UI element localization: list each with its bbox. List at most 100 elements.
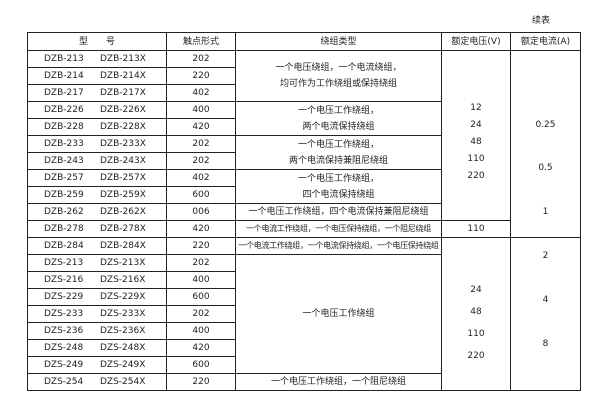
table-row: DZB-217 DZB-217X 402 (27, 84, 581, 102)
model-x: DZS-254X (100, 377, 146, 387)
table-row: DZS-233 DZS-233X 202 (27, 305, 581, 323)
contact-cell: 202 (166, 254, 236, 272)
model: DZB-284 (44, 241, 84, 251)
header-contact: 触点形式 (166, 32, 236, 51)
model: DZB-228 (44, 122, 84, 132)
model: DZB-217 (44, 88, 84, 98)
model: DZB-233 (44, 139, 84, 149)
winding-type-line: 两个电流保持兼阻尼绕组 (288, 155, 388, 166)
model-x: DZS-233X (100, 309, 146, 319)
model-cell: DZB-213 DZB-213X (27, 50, 167, 68)
current-value: 0.25 (535, 120, 556, 130)
contact-cell: 402 (166, 84, 236, 102)
contact-cell: 202 (166, 50, 236, 68)
current-value: 1 (542, 207, 549, 217)
model: DZB-214 (44, 71, 84, 81)
model-cell: DZB-228 DZB-228X (27, 118, 167, 136)
model-x: DZS-249X (100, 360, 146, 370)
voltage-value: 110 (467, 329, 485, 339)
model-cell: DZS-236 DZS-236X (27, 322, 167, 340)
model-x: DZB-214X (100, 71, 146, 81)
model-cell: DZB-284 DZB-284X (27, 237, 167, 255)
model: DZS-229 (44, 292, 84, 302)
model-x: DZB-228X (100, 122, 146, 132)
voltage-value: 220 (467, 351, 485, 361)
model: DZB-243 (44, 156, 84, 166)
voltage-cell: 24 48 110 220 (441, 237, 511, 391)
table-row: DZS-213 DZS-213X 202 一个电压工作绕组 (27, 254, 581, 374)
contact-cell: 202 (166, 152, 236, 170)
winding-type-cell: 一个电压工作绕组， 两个电流保持绕组 (235, 101, 442, 136)
model: DZB-262 (44, 207, 84, 217)
voltage-value: 48 (470, 137, 482, 147)
contact-cell: 006 (166, 203, 236, 221)
winding-type-line: 一个电压工作绕组， (297, 139, 379, 150)
model-cell: DZB-226 DZB-226X (27, 101, 167, 119)
header-voltage: 额定电压(V) (441, 32, 511, 51)
model-cell: DZB-278 DZB-278X (27, 220, 167, 238)
table-row: DZB-284 DZB-284X 220 一个电流工作绕组，一个电流保持绕组，一个电压… (27, 237, 581, 391)
voltage-value: 48 (470, 307, 482, 317)
current-value: 2 (542, 251, 549, 261)
winding-type-cell: 一个电流工作绕组，一个电流保持绕组，一个电压保持绕组 (235, 237, 442, 255)
model-x: DZB-226X (100, 105, 146, 115)
table-row: DZS-236 DZS-236X 400 (27, 322, 581, 340)
winding-type-line: 一个电流工作绕组，一个电流保持绕组，一个电压保持绕组 (238, 241, 439, 250)
model-x: DZB-259X (100, 190, 146, 200)
winding-type-cell: 一个电压工作绕组，一个阻尼绕组 (235, 373, 442, 391)
model-cell: DZS-249 DZS-249X (27, 356, 167, 374)
voltage-value: 24 (470, 285, 482, 295)
winding-type-line: 一个电压工作绕组， (297, 105, 379, 116)
contact-cell: 420 (166, 339, 236, 357)
winding-type-line: 一个电压工作绕组，一个阻尼绕组 (270, 377, 406, 387)
winding-type-cell: 一个电压绕组，一个电流绕组， 均可作为工作绕组或保持绕组 (235, 50, 442, 102)
model: DZS-248 (44, 343, 84, 353)
winding-type-line: 一个电压工作绕组 (302, 309, 375, 319)
winding-type-line: 均可作为工作绕组或保持绕组 (279, 79, 397, 89)
model-x: DZS-236X (100, 326, 146, 336)
contact-cell: 600 (166, 288, 236, 306)
model-cell: DZS-213 DZS-213X (27, 254, 167, 272)
model: DZS-236 (44, 326, 84, 336)
model-x: DZB-257X (100, 173, 146, 183)
table-row: DZS-248 DZS-248X 420 (27, 339, 581, 357)
model-x: DZB-213X (100, 54, 146, 64)
current-value: 8 (542, 339, 549, 349)
model-x: DZB-284X (100, 241, 146, 251)
winding-type-cell: 一个电压工作绕组， 四个电流保持绕组 (235, 169, 442, 204)
voltage-cell: 110 (441, 220, 511, 238)
model: DZB-213 (44, 54, 84, 64)
header-model: 型 号 (27, 32, 167, 51)
current-cell: 2 4 8 (510, 237, 581, 391)
model: DZB-226 (44, 105, 84, 115)
contact-cell: 400 (166, 322, 236, 340)
contact-cell: 600 (166, 356, 236, 374)
contact-cell: 420 (166, 220, 236, 238)
model: DZS-254 (44, 377, 84, 387)
contact-cell: 400 (166, 271, 236, 289)
winding-type-line: 一个电压绕组，一个电流绕组， (275, 63, 402, 73)
table-row: DZB-278 DZB-278X 420 一个电流工作绕组，一个电压保持绕组，一个阻尼… (27, 220, 581, 238)
model: DZS-233 (44, 309, 84, 319)
voltage-cell: 12 24 48 110 220 (441, 50, 511, 221)
model-x: DZB-262X (100, 207, 146, 217)
current-value: 4 (542, 295, 549, 305)
table-row: DZS-216 DZS-216X 400 (27, 271, 581, 289)
voltage-value: 110 (467, 154, 485, 164)
model-x: DZS-213X (100, 258, 146, 268)
winding-type-cell: 一个电压工作绕组，四个电流保持兼阻尼绕组 (235, 203, 442, 221)
model-x: DZS-229X (100, 292, 146, 302)
winding-type-line: 两个电流保持绕组 (302, 121, 375, 132)
contact-cell: 220 (166, 237, 236, 255)
winding-type-cell: 一个电压工作绕组， 两个电流保持兼阻尼绕组 (235, 135, 442, 170)
winding-type-cell: 一个电流工作绕组，一个电压保持绕组，一个阻尼绕组 (235, 220, 442, 238)
contact-cell: 402 (166, 169, 236, 187)
model-cell: DZS-248 DZS-248X (27, 339, 167, 357)
model-x: DZB-243X (100, 156, 146, 166)
current-value: 0.5 (538, 163, 553, 173)
continued-label: 续表 (531, 16, 550, 26)
winding-type-line: 一个电流工作绕组，一个电压保持绕组，一个阻尼绕组 (246, 224, 431, 233)
model-x: DZB-233X (100, 139, 146, 149)
winding-type-cell: 一个电压工作绕组 (235, 254, 442, 374)
voltage-value: 12 (470, 103, 482, 113)
